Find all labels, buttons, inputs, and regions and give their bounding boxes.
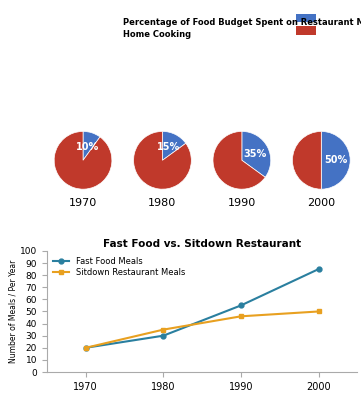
Fast Food Meals — [161, 333, 166, 338]
Legend: Fast Food Meals, Sitdown Restaurant Meals: Fast Food Meals, Sitdown Restaurant Meal… — [51, 255, 187, 279]
Wedge shape — [321, 132, 350, 189]
Text: Home Cooking: Home Cooking — [123, 30, 191, 39]
Wedge shape — [162, 132, 186, 160]
Title: Fast Food vs. Sitdown Restaurant: Fast Food vs. Sitdown Restaurant — [103, 239, 301, 249]
Text: Percentage of Food Budget Spent on Restaurant Meals: Percentage of Food Budget Spent on Resta… — [123, 18, 361, 27]
Fast Food Meals — [317, 267, 321, 272]
X-axis label: 1990: 1990 — [228, 198, 256, 208]
Sitdown Restaurant Meals — [239, 314, 243, 319]
X-axis label: 1970: 1970 — [69, 198, 97, 208]
Text: 35%: 35% — [243, 149, 266, 159]
Wedge shape — [242, 132, 271, 177]
Text: 15%: 15% — [157, 142, 180, 152]
Text: 50%: 50% — [324, 155, 347, 165]
X-axis label: 2000: 2000 — [307, 198, 335, 208]
Wedge shape — [134, 132, 191, 189]
Sitdown Restaurant Meals — [83, 345, 88, 350]
Wedge shape — [213, 132, 265, 189]
Line: Fast Food Meals: Fast Food Meals — [83, 267, 321, 350]
Wedge shape — [54, 132, 112, 189]
Y-axis label: Number of Meals / Per Year: Number of Meals / Per Year — [8, 260, 17, 363]
Fast Food Meals — [239, 303, 243, 308]
X-axis label: 1980: 1980 — [148, 198, 177, 208]
Fast Food Meals — [83, 345, 88, 350]
Sitdown Restaurant Meals — [317, 309, 321, 314]
Text: 10%: 10% — [76, 142, 99, 152]
Wedge shape — [83, 132, 100, 160]
Wedge shape — [292, 132, 321, 189]
Sitdown Restaurant Meals — [161, 327, 166, 332]
Line: Sitdown Restaurant Meals: Sitdown Restaurant Meals — [83, 309, 321, 350]
